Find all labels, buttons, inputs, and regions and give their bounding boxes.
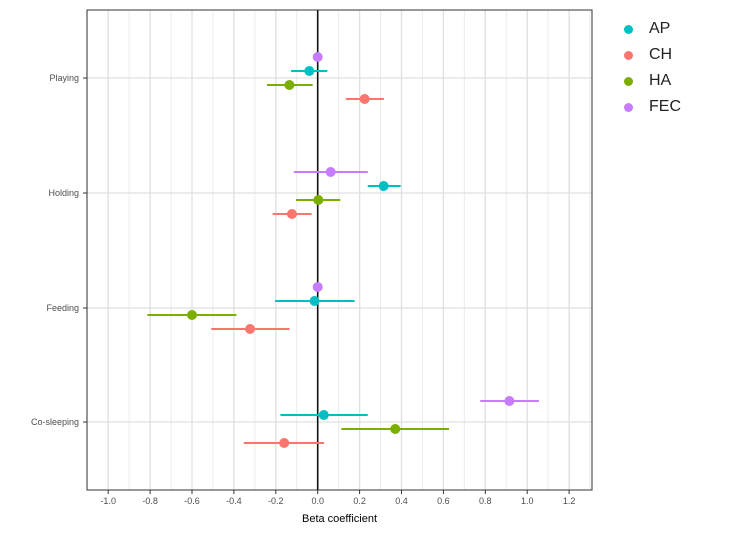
- point-ap: [378, 181, 389, 191]
- legend-dot-icon: [624, 24, 633, 34]
- x-tick-label: 1.0: [521, 496, 534, 506]
- panel-border: [86, 9, 593, 491]
- point-ap: [318, 410, 329, 420]
- x-tick-label: 0.4: [395, 496, 408, 506]
- y-tick-label-holding: Holding: [48, 188, 79, 198]
- point-fec: [312, 52, 323, 62]
- point-ch: [245, 324, 256, 334]
- y-tick-label-co-sleeping: Co-sleeping: [31, 417, 79, 427]
- legend-item-fec: FEC: [618, 94, 681, 120]
- legend-dot-icon: [624, 76, 633, 86]
- x-tick-label: -0.6: [184, 496, 200, 506]
- point-ch: [286, 209, 297, 219]
- legend-item-ap: AP: [618, 16, 681, 42]
- point-ha: [313, 195, 324, 205]
- legend: AP CH HA FEC: [618, 16, 681, 120]
- x-tick-label: 0.8: [479, 496, 492, 506]
- y-tick-label-playing: Playing: [49, 73, 79, 83]
- point-ch: [279, 438, 290, 448]
- point-ap: [309, 296, 320, 306]
- x-axis-label: Beta coefficient: [302, 513, 377, 525]
- x-tick-label: -1.0: [100, 496, 116, 506]
- legend-item-ha: HA: [618, 68, 681, 94]
- x-tick-label: 0.6: [437, 496, 450, 506]
- legend-label: AP: [649, 20, 671, 37]
- point-ha: [284, 80, 295, 90]
- point-ap: [304, 66, 315, 76]
- x-tick-label: -0.2: [268, 496, 284, 506]
- point-fec: [312, 282, 323, 292]
- x-tick-label: 0.2: [353, 496, 366, 506]
- legend-label: FEC: [649, 98, 681, 115]
- legend-dot-icon: [624, 102, 633, 112]
- y-tick-label-feeding: Feeding: [46, 303, 79, 313]
- x-tick-label: 1.2: [563, 496, 576, 506]
- legend-label: HA: [649, 72, 672, 89]
- legend-item-ch: CH: [618, 42, 681, 68]
- point-ha: [390, 424, 401, 434]
- x-tick-label: 0.0: [311, 496, 324, 506]
- x-tick-label: -0.4: [226, 496, 242, 506]
- legend-label: CH: [649, 46, 673, 63]
- point-fec: [504, 396, 515, 406]
- legend-dot-icon: [624, 50, 633, 60]
- point-fec: [325, 167, 336, 177]
- point-ch: [359, 94, 370, 104]
- point-ha: [187, 310, 197, 320]
- x-tick-label: -0.8: [142, 496, 158, 506]
